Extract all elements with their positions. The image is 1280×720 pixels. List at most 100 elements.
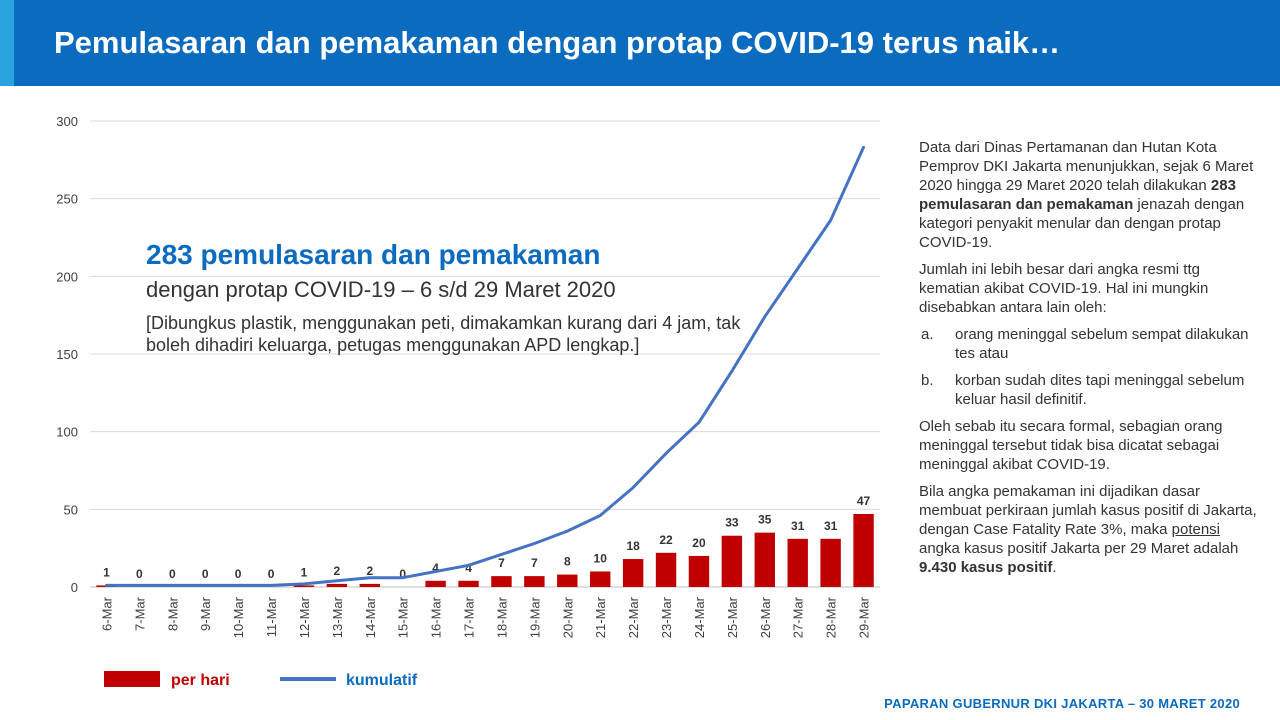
- bar-data-label: 31: [791, 519, 805, 533]
- chart-legend: per hari kumulatif: [104, 671, 418, 689]
- x-tick-label: 8-Mar: [165, 596, 180, 631]
- bar-data-label: 0: [399, 567, 406, 581]
- side-paragraph-3: Oleh sebab itu secara formal, sebagian o…: [919, 418, 1223, 473]
- list-item: b. korban sudah dites tapi meninggal sebe…: [921, 372, 1245, 408]
- annotation-description: [Dibungkus plastik, menggunakan peti, di…: [146, 313, 741, 355]
- bar: [524, 576, 545, 587]
- bar-data-label: 1: [103, 565, 110, 579]
- chart-annotation: 283 pemulasaran dan pemakaman dengan pro…: [146, 238, 746, 356]
- x-tick-label: 15-Mar: [396, 596, 411, 638]
- bar-data-label: 2: [366, 564, 373, 578]
- bar-series-per-hari: [96, 513, 874, 587]
- bar-data-label: 1: [301, 565, 308, 579]
- chart-grid: [90, 120, 880, 588]
- bar-data-label: 22: [659, 533, 673, 547]
- bar-data-label: 35: [758, 513, 772, 527]
- bar-data-label: 20: [692, 536, 706, 550]
- underlined-word: potensi: [1171, 521, 1221, 538]
- x-tick-label: 20-Mar: [560, 596, 575, 638]
- list-item: a. orang meninggal sebelum sempat dilakuk…: [921, 326, 1249, 362]
- y-tick-label: 150: [56, 347, 78, 362]
- bar: [787, 538, 808, 587]
- bar-data-label: 4: [465, 561, 472, 575]
- x-tick-label: 25-Mar: [725, 596, 740, 638]
- bar: [293, 585, 315, 587]
- x-tick-label: 23-Mar: [659, 596, 674, 638]
- x-tick-label: 7-Mar: [132, 596, 147, 631]
- highlight-total: 283 pemulasaran dan pemakaman: [919, 177, 1236, 213]
- bar-data-label: 8: [564, 555, 571, 569]
- bar-data-label: 7: [498, 556, 505, 570]
- footer-credit: PAPARAN GUBERNUR DKI JAKARTA – 30 MARET …: [884, 696, 1240, 711]
- annotation-title: 283 pemulasaran dan pemakaman: [146, 239, 601, 270]
- x-tick-label: 26-Mar: [758, 596, 773, 638]
- x-tick-label: 18-Mar: [494, 596, 509, 638]
- bar-data-label: 47: [857, 494, 871, 508]
- bar: [425, 580, 446, 587]
- highlight-estimate: 9.430 kasus positif: [919, 559, 1053, 576]
- legend-label-kumulatif: kumulatif: [346, 672, 418, 689]
- side-text-panel: Data dari Dinas Pertamanan dan Hutan Kot…: [919, 138, 1264, 585]
- bar: [491, 576, 512, 587]
- bar: [820, 538, 841, 587]
- line-series-kumulatif: [105, 145, 865, 587]
- x-tick-label: 10-Mar: [231, 596, 246, 638]
- side-paragraph-2: Jumlah ini lebih besar dari angka resmi …: [919, 261, 1209, 316]
- bar-data-label: 0: [136, 567, 143, 581]
- bar-data-label: 2: [334, 564, 341, 578]
- bar-data-label: 10: [594, 551, 608, 565]
- side-paragraph-4: Bila angka pemakaman ini dijadikan dasar…: [919, 483, 1257, 576]
- x-tick-label: 9-Mar: [198, 596, 213, 631]
- x-tick-label: 22-Mar: [626, 596, 641, 638]
- y-tick-label: 250: [56, 192, 78, 207]
- x-tick-label: 28-Mar: [824, 596, 839, 638]
- x-tick-label: 24-Mar: [692, 596, 707, 638]
- bar-data-label: 18: [626, 539, 640, 553]
- legend-label-per-hari: per hari: [171, 672, 230, 689]
- bar-data-label: 7: [531, 556, 538, 570]
- bar-data-label: 0: [202, 567, 209, 581]
- page-title: Pemulasaran dan pemakaman dengan protap …: [54, 25, 1061, 60]
- x-tick-label: 6-Mar: [99, 596, 114, 631]
- bar-data-label: 0: [268, 567, 275, 581]
- x-tick-label: 17-Mar: [462, 596, 477, 638]
- list-marker: a.: [921, 326, 934, 343]
- side-paragraph-1: Data dari Dinas Pertamanan dan Hutan Kot…: [919, 139, 1254, 251]
- bar: [458, 580, 479, 587]
- y-axis-ticks: 0 50 100 150 200 250 300: [56, 114, 78, 595]
- header-bar: Pemulasaran dan pemakaman dengan protap …: [0, 0, 1280, 86]
- bar: [721, 535, 743, 587]
- annotation-subtitle: dengan protap COVID-19 – 6 s/d 29 Maret …: [146, 277, 616, 302]
- bar: [622, 559, 644, 587]
- reason-list: a. orang meninggal sebelum sempat dilakuk…: [919, 325, 1264, 409]
- x-tick-label: 11-Mar: [264, 596, 279, 637]
- bar: [754, 532, 775, 587]
- x-tick-label: 27-Mar: [791, 596, 806, 638]
- line-kumulatif: [105, 145, 865, 587]
- bar: [590, 571, 611, 587]
- list-marker: b.: [921, 372, 934, 389]
- x-tick-label: 19-Mar: [527, 596, 542, 638]
- x-tick-label: 12-Mar: [297, 596, 312, 638]
- x-tick-label: 29-Mar: [857, 596, 872, 638]
- x-tick-label: 14-Mar: [363, 596, 378, 638]
- header-accent-stripe: [0, 0, 14, 86]
- legend-swatch-per-hari: [104, 671, 160, 687]
- bar: [853, 513, 874, 587]
- bar-data-label: 4: [432, 561, 439, 575]
- x-axis-ticks: 6-Mar 7-Mar 8-Mar 9-Mar 10-Mar 11-Mar 12-Mar 13…: [99, 596, 871, 638]
- bar-data-label: 0: [169, 567, 176, 581]
- bar: [326, 583, 348, 587]
- bar-data-label: 0: [235, 567, 242, 581]
- y-tick-label: 100: [56, 425, 78, 440]
- bar: [557, 574, 578, 587]
- bar-data-label: 33: [725, 516, 739, 530]
- x-tick-label: 16-Mar: [429, 596, 444, 638]
- bar: [655, 552, 677, 587]
- y-tick-label: 0: [71, 580, 78, 595]
- y-tick-label: 300: [56, 114, 78, 129]
- bar: [688, 555, 710, 587]
- x-tick-label: 21-Mar: [593, 596, 608, 638]
